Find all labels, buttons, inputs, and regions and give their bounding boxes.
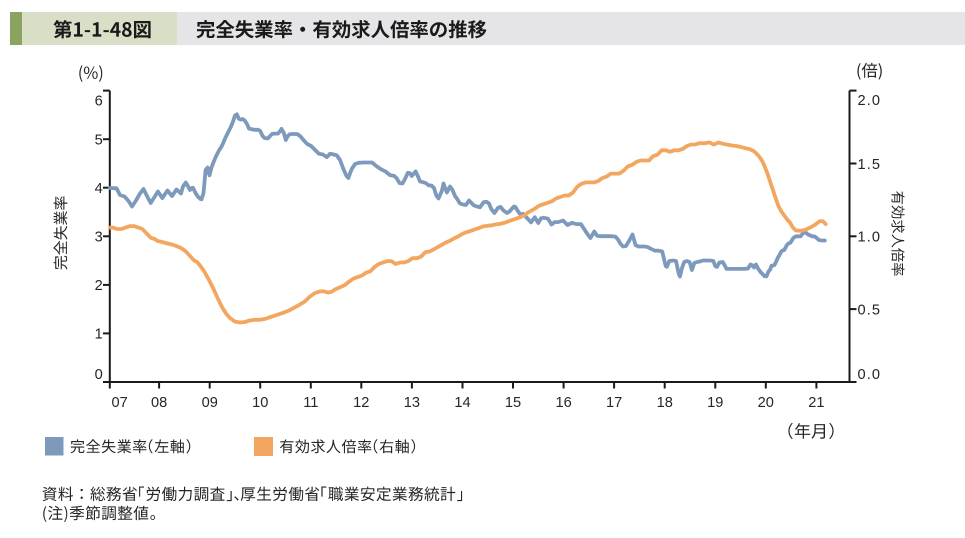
svg-text:15: 15 bbox=[505, 395, 521, 411]
svg-text:16: 16 bbox=[555, 395, 571, 411]
svg-text:4: 4 bbox=[95, 181, 103, 197]
svg-text:19: 19 bbox=[707, 395, 723, 411]
svg-text:11: 11 bbox=[303, 395, 318, 411]
svg-text:1: 1 bbox=[95, 327, 103, 343]
svg-text:5: 5 bbox=[95, 133, 103, 149]
svg-text:0.5: 0.5 bbox=[858, 302, 882, 318]
svg-text:14: 14 bbox=[454, 395, 470, 411]
svg-text:08: 08 bbox=[151, 395, 167, 411]
svg-text:12: 12 bbox=[353, 395, 369, 411]
svg-text:07: 07 bbox=[111, 395, 127, 411]
svg-text:18: 18 bbox=[657, 395, 673, 411]
svg-text:6: 6 bbox=[95, 94, 103, 110]
svg-text:09: 09 bbox=[202, 395, 218, 411]
svg-text:1.5: 1.5 bbox=[858, 157, 882, 173]
svg-text:17: 17 bbox=[606, 395, 622, 411]
svg-text:2: 2 bbox=[95, 278, 103, 294]
svg-text:1.0: 1.0 bbox=[858, 230, 882, 246]
svg-text:10: 10 bbox=[252, 395, 268, 411]
svg-text:13: 13 bbox=[404, 395, 420, 411]
svg-text:0.0: 0.0 bbox=[858, 367, 882, 383]
svg-text:2.0: 2.0 bbox=[858, 93, 882, 109]
svg-text:21: 21 bbox=[808, 395, 824, 411]
svg-text:20: 20 bbox=[758, 395, 774, 411]
svg-text:0: 0 bbox=[95, 367, 103, 383]
svg-text:3: 3 bbox=[95, 230, 103, 246]
